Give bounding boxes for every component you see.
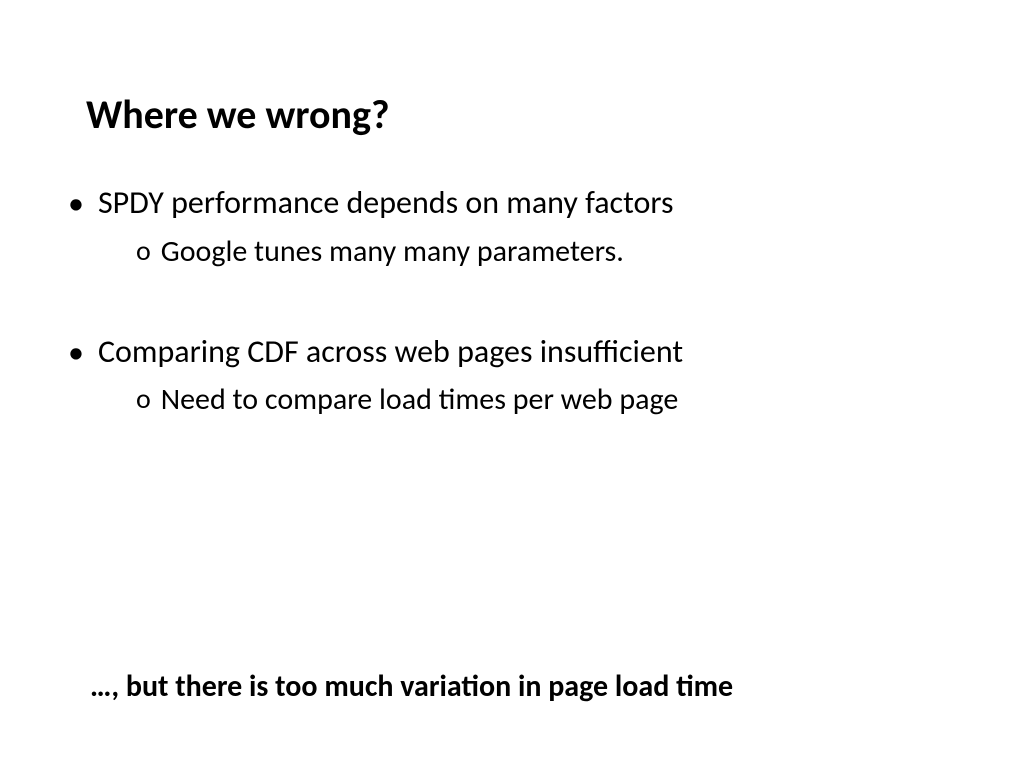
sub-text: Google tunes many many parameters. (161, 232, 624, 271)
sub-text: Need to compare load times per web page (161, 380, 679, 419)
bullet-item: • Comparing CDF across web pages insuffi… (68, 331, 964, 373)
sub-marker: o (136, 232, 151, 270)
bullet-text: SPDY performance depends on many factors (98, 182, 674, 224)
slide-title: Where we wrong? (86, 90, 389, 139)
content-area: • SPDY performance depends on many facto… (68, 182, 964, 425)
bullet-marker: • (68, 337, 84, 369)
sub-item: o Need to compare load times per web pag… (136, 380, 964, 419)
spacer (68, 277, 964, 331)
bullet-marker: • (68, 188, 84, 220)
bullet-item: • SPDY performance depends on many facto… (68, 182, 964, 224)
bullet-text: Comparing CDF across web pages insuffici… (98, 331, 683, 373)
sub-marker: o (136, 380, 151, 418)
sub-item: o Google tunes many many parameters. (136, 232, 964, 271)
bottom-line: …, but there is too much variation in pa… (90, 668, 964, 705)
